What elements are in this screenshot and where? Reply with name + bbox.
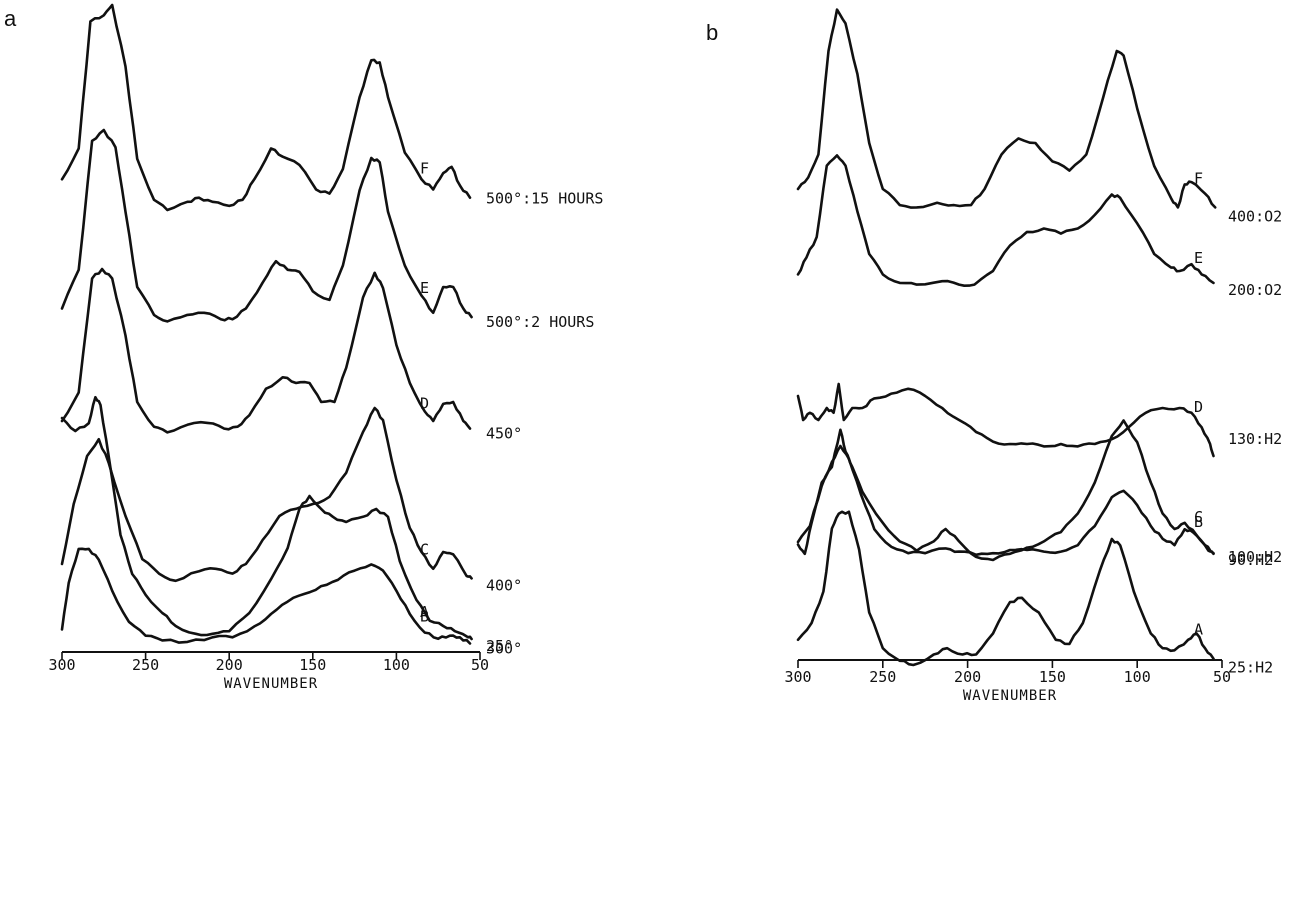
x-tick-label: 200 [216,656,243,674]
x-tick-label: 100 [1124,668,1151,686]
trace-condition-label: 500°:15 HOURS [486,190,603,208]
spectrum-trace-e [60,128,473,323]
spectrum-trace-b [796,444,1215,557]
x-tick-label: 300 [784,668,811,686]
spectrum-trace-e [796,154,1215,287]
spectrum-trace-b [60,547,472,645]
trace-letter-label: B [1194,513,1203,531]
spectrum-trace-f [60,3,472,212]
trace-condition-label: 450° [486,425,522,443]
x-tick-label: 50 [1213,668,1231,686]
trace-letter-label: E [1194,249,1203,267]
trace-letter-label: D [1194,398,1203,416]
x-axis-label: WAVENUMBER [963,688,1057,704]
trace-condition-label: 500°:2 HOURS [486,313,594,331]
trace-letter-label: C [1194,508,1203,526]
trace-condition-label: 25° [486,637,513,655]
spectrum-trace-a [60,395,473,641]
x-tick-label: 250 [869,668,896,686]
trace-condition-label: 400° [486,576,522,594]
spectrum-trace-d [60,267,472,434]
trace-letter-label: C [420,540,429,558]
panel-a-letter: a [4,6,17,31]
trace-condition-label: 400:O2 [1228,207,1282,225]
x-axis-label: WAVENUMBER [224,676,318,692]
trace-condition-label: 100:H2 [1228,548,1282,566]
x-tick-label: 150 [299,656,326,674]
x-tick-label: 100 [383,656,410,674]
trace-condition-label: 300° [486,639,522,657]
trace-condition-label: 90:H2 [1228,551,1273,569]
x-tick-label: 200 [954,668,981,686]
x-tick-label: 300 [48,656,75,674]
spectrum-trace-c [60,406,473,583]
x-tick-label: 50 [471,656,489,674]
spectrum-trace-d [796,382,1215,458]
panel-b-chart: 300 250 200 150 100 50 WAVENUMBER F 400:O2 E 200:O… [784,8,1282,704]
x-tick-label: 150 [1039,668,1066,686]
trace-letter-label: F [1194,169,1203,187]
panel-a-chart: 300 250 200 150 100 50 WAVENUMBER F 500°:15 HOUR… [48,3,603,692]
spectrum-trace-c [796,419,1215,562]
trace-condition-label: 200:O2 [1228,281,1282,299]
trace-condition-label: 130:H2 [1228,430,1282,448]
trace-letter-label: A [1194,621,1203,639]
panel-b-letter: b [706,20,718,45]
trace-letter-label: B [420,607,429,625]
trace-condition-label: 25:H2 [1228,659,1273,677]
trace-letter-label: D [420,395,429,413]
spectrum-trace-a [796,510,1215,667]
trace-letter-label: E [420,279,429,297]
x-tick-label: 250 [132,656,159,674]
trace-letter-label: A [420,603,429,621]
spectrum-trace-f [796,8,1217,209]
trace-letter-label: F [420,160,429,178]
